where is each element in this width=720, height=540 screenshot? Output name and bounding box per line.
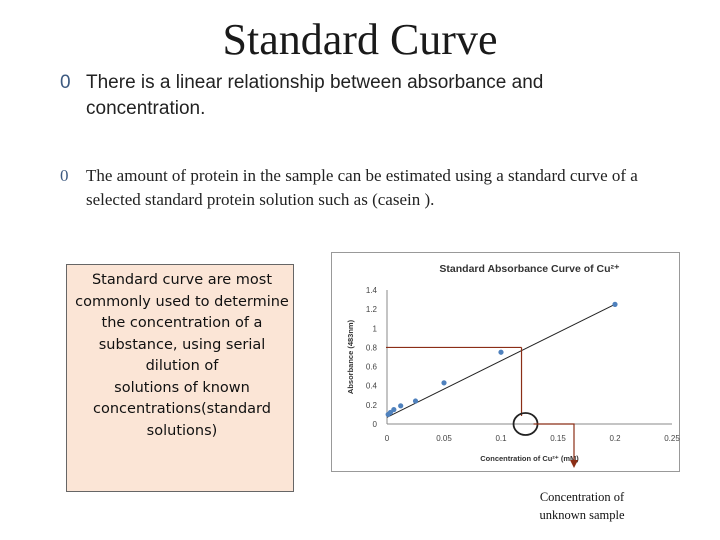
note-text: Standard curve are most commonly used to… (75, 272, 289, 439)
x-tick-label: 0 (385, 434, 390, 443)
data-point (412, 398, 419, 404)
x-tick-label: 0.05 (436, 434, 452, 443)
y-tick-label: 0.2 (366, 401, 378, 410)
bullet-marker: 0 (60, 166, 69, 185)
y-tick-label: 0 (373, 420, 378, 429)
data-point (441, 380, 447, 386)
y-axis-label: Absorbance (483nm) (346, 319, 355, 394)
data-point (391, 407, 397, 413)
x-tick-label: 0.2 (609, 434, 621, 443)
x-axis-label: Concentration of Cu²⁺ (mM) (480, 454, 579, 463)
callout-connector (533, 423, 575, 460)
slide-title: Standard Curve (222, 15, 498, 64)
y-tick-label: 1.2 (366, 305, 378, 314)
y-tick-label: 1 (373, 324, 378, 333)
x-tick-label: 0.1 (495, 434, 507, 443)
y-tick-label: 0.6 (366, 363, 378, 372)
trendline (386, 303, 616, 418)
data-point (612, 301, 618, 307)
bullet-linear-relationship: 0 There is a linear relationship between… (60, 70, 660, 122)
x-tick-label: 0.15 (550, 434, 566, 443)
chart-title: Standard Absorbance Curve of Cu²⁺ (439, 263, 620, 275)
bullet-protein-estimate: 0 The amount of protein in the sample ca… (60, 164, 660, 212)
bullet-text: The amount of protein in the sample can … (86, 166, 638, 209)
callout-arrowhead (570, 460, 578, 468)
bullet-marker: 0 (60, 72, 71, 93)
note-box (66, 264, 294, 492)
chart-frame (331, 252, 680, 472)
data-point (498, 349, 504, 355)
x-tick-label: 0.25 (664, 434, 680, 443)
y-tick-label: 0.4 (366, 382, 378, 391)
y-tick-label: 0.8 (366, 343, 378, 352)
data-point (387, 409, 394, 416)
unknown-sample-callout: Concentration of unknown sample (539, 490, 625, 522)
y-tick-label: 1.4 (366, 286, 378, 295)
data-point (398, 403, 404, 409)
bullet-text: There is a linear relationship between a… (86, 72, 544, 119)
